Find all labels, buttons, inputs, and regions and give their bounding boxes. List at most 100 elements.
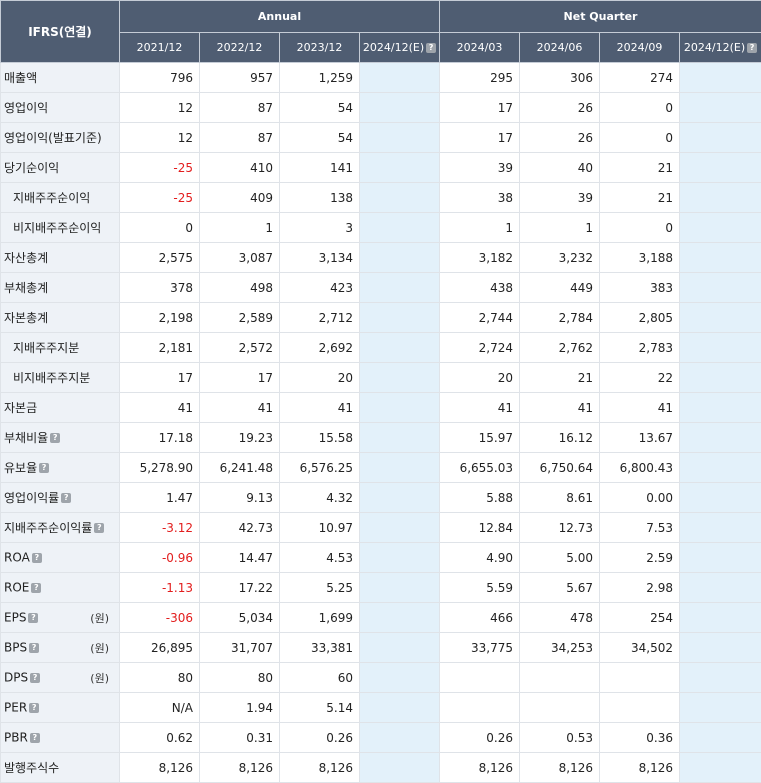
value-cell: 15.58: [280, 423, 360, 453]
value-cell: 2,692: [280, 333, 360, 363]
value-cell: 141: [280, 153, 360, 183]
value-cell: 449: [520, 273, 600, 303]
help-icon[interactable]: ?: [32, 553, 42, 563]
value-cell: 41: [120, 393, 200, 423]
value-cell: -1.13: [120, 573, 200, 603]
value-cell: 54: [280, 93, 360, 123]
value-cell: 4.32: [280, 483, 360, 513]
value-cell: 3: [280, 213, 360, 243]
value-cell: [680, 753, 761, 783]
row-label: 지배주주순이익률?: [1, 513, 120, 543]
value-cell: 1,259: [280, 63, 360, 93]
value-cell: 80: [200, 663, 280, 693]
value-cell: 2.98: [600, 573, 680, 603]
help-icon[interactable]: ?: [31, 583, 41, 593]
value-cell: 409: [200, 183, 280, 213]
value-cell: 6,241.48: [200, 453, 280, 483]
help-icon[interactable]: ?: [29, 703, 39, 713]
value-cell: 2,784: [520, 303, 600, 333]
value-cell: 21: [600, 183, 680, 213]
row-label-text: 영업이익률: [4, 491, 59, 505]
value-cell: 34,502: [600, 633, 680, 663]
value-cell: 2,712: [280, 303, 360, 333]
value-cell: 26: [520, 123, 600, 153]
help-icon[interactable]: ?: [29, 643, 39, 653]
help-icon[interactable]: ?: [28, 613, 38, 623]
value-cell: 21: [520, 363, 600, 393]
row-label-text: 당기순이익: [4, 161, 59, 175]
value-cell: N/A: [120, 693, 200, 723]
value-cell: 20: [440, 363, 520, 393]
help-icon[interactable]: ?: [61, 493, 71, 503]
value-cell: [680, 273, 761, 303]
value-cell: [440, 693, 520, 723]
value-cell: [360, 483, 440, 513]
help-icon[interactable]: ?: [426, 43, 436, 53]
row-label-text: 자본금: [4, 401, 37, 415]
value-cell: 26,895: [120, 633, 200, 663]
value-cell: [440, 663, 520, 693]
help-icon[interactable]: ?: [50, 433, 60, 443]
value-cell: 2,762: [520, 333, 600, 363]
help-icon[interactable]: ?: [30, 733, 40, 743]
value-cell: -3.12: [120, 513, 200, 543]
help-icon[interactable]: ?: [747, 43, 757, 53]
help-icon[interactable]: ?: [39, 463, 49, 473]
unit-label: (원): [90, 610, 109, 626]
value-cell: [680, 453, 761, 483]
row-label-text: 매출액: [4, 71, 37, 85]
unit-label: (원): [90, 670, 109, 686]
value-cell: [680, 63, 761, 93]
value-cell: 19.23: [200, 423, 280, 453]
value-cell: 87: [200, 123, 280, 153]
value-cell: 26: [520, 93, 600, 123]
value-cell: 17: [440, 93, 520, 123]
value-cell: [680, 723, 761, 753]
row-label: BPS?(원): [1, 633, 120, 663]
value-cell: 8,126: [440, 753, 520, 783]
value-cell: [360, 393, 440, 423]
value-cell: 39: [520, 183, 600, 213]
help-icon[interactable]: ?: [94, 523, 104, 533]
value-cell: 466: [440, 603, 520, 633]
value-cell: [680, 423, 761, 453]
row-label: PBR?: [1, 723, 120, 753]
value-cell: 2,575: [120, 243, 200, 273]
value-cell: [360, 273, 440, 303]
value-cell: 0.00: [600, 483, 680, 513]
value-cell: [680, 543, 761, 573]
value-cell: [680, 333, 761, 363]
help-icon[interactable]: ?: [30, 673, 40, 683]
value-cell: 15.97: [440, 423, 520, 453]
value-cell: [680, 573, 761, 603]
value-cell: [360, 573, 440, 603]
value-cell: 12: [120, 123, 200, 153]
value-cell: [360, 333, 440, 363]
row-label: 영업이익률?: [1, 483, 120, 513]
value-cell: 3,182: [440, 243, 520, 273]
row-label-text: 부채비율: [4, 431, 48, 445]
value-cell: 2,744: [440, 303, 520, 333]
value-cell: 3,232: [520, 243, 600, 273]
value-cell: 1,699: [280, 603, 360, 633]
value-cell: 5,034: [200, 603, 280, 633]
value-cell: 438: [440, 273, 520, 303]
value-cell: [680, 213, 761, 243]
value-cell: 410: [200, 153, 280, 183]
value-cell: [680, 243, 761, 273]
value-cell: [360, 303, 440, 333]
row-label: DPS?(원): [1, 663, 120, 693]
value-cell: 0: [600, 123, 680, 153]
value-cell: 1: [440, 213, 520, 243]
value-cell: [520, 663, 600, 693]
period-header: 2024/09: [600, 33, 680, 63]
value-cell: 0.36: [600, 723, 680, 753]
value-cell: 306: [520, 63, 600, 93]
